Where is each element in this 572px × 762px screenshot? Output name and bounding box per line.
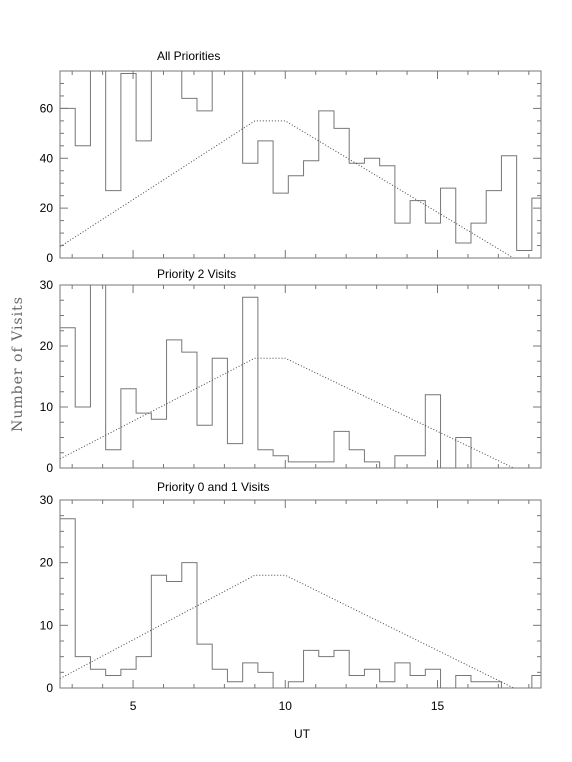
y-axis-label: Number of Visits xyxy=(10,296,26,432)
histogram-series xyxy=(59,284,541,469)
panel-title: Priority 2 Visits xyxy=(157,267,236,281)
y-tick-label: 30 xyxy=(40,278,54,292)
panel-1: All Priorities 0 20 40 60 xyxy=(40,49,542,265)
histogram-series xyxy=(59,70,542,258)
x-tick-label: 15 xyxy=(431,699,445,713)
y-tick-label: 20 xyxy=(40,201,54,215)
panel-title: All Priorities xyxy=(157,49,220,63)
y-tick-label: 10 xyxy=(40,400,54,414)
x-tick-label: 5 xyxy=(130,699,137,713)
y-tick-label: 0 xyxy=(46,681,53,695)
panel-3: Priority 0 and 1 Visits 5 10 15 0 10 20 30 xyxy=(40,480,542,713)
panel-2: Priority 2 Visits 0 10 20 30 xyxy=(40,267,542,475)
histogram-series xyxy=(59,518,542,689)
y-tick-label: 0 xyxy=(46,251,53,265)
plot-frame xyxy=(59,284,542,469)
y-tick-label: 20 xyxy=(40,339,54,353)
overlay-line xyxy=(59,120,514,259)
overlay-line xyxy=(59,574,514,689)
y-tick-label: 20 xyxy=(40,556,54,570)
plot-frame xyxy=(59,499,542,689)
plot-frame xyxy=(59,70,542,259)
y-tick-label: 30 xyxy=(40,493,54,507)
x-axis-label: UT xyxy=(294,727,311,741)
panel-title: Priority 0 and 1 Visits xyxy=(157,480,270,494)
overlay-line xyxy=(59,357,514,469)
y-tick-label: 0 xyxy=(46,461,53,475)
y-tick-label: 10 xyxy=(40,618,54,632)
x-tick-label: 10 xyxy=(279,699,293,713)
y-tick-label: 40 xyxy=(40,151,54,165)
y-tick-label: 60 xyxy=(40,101,54,115)
